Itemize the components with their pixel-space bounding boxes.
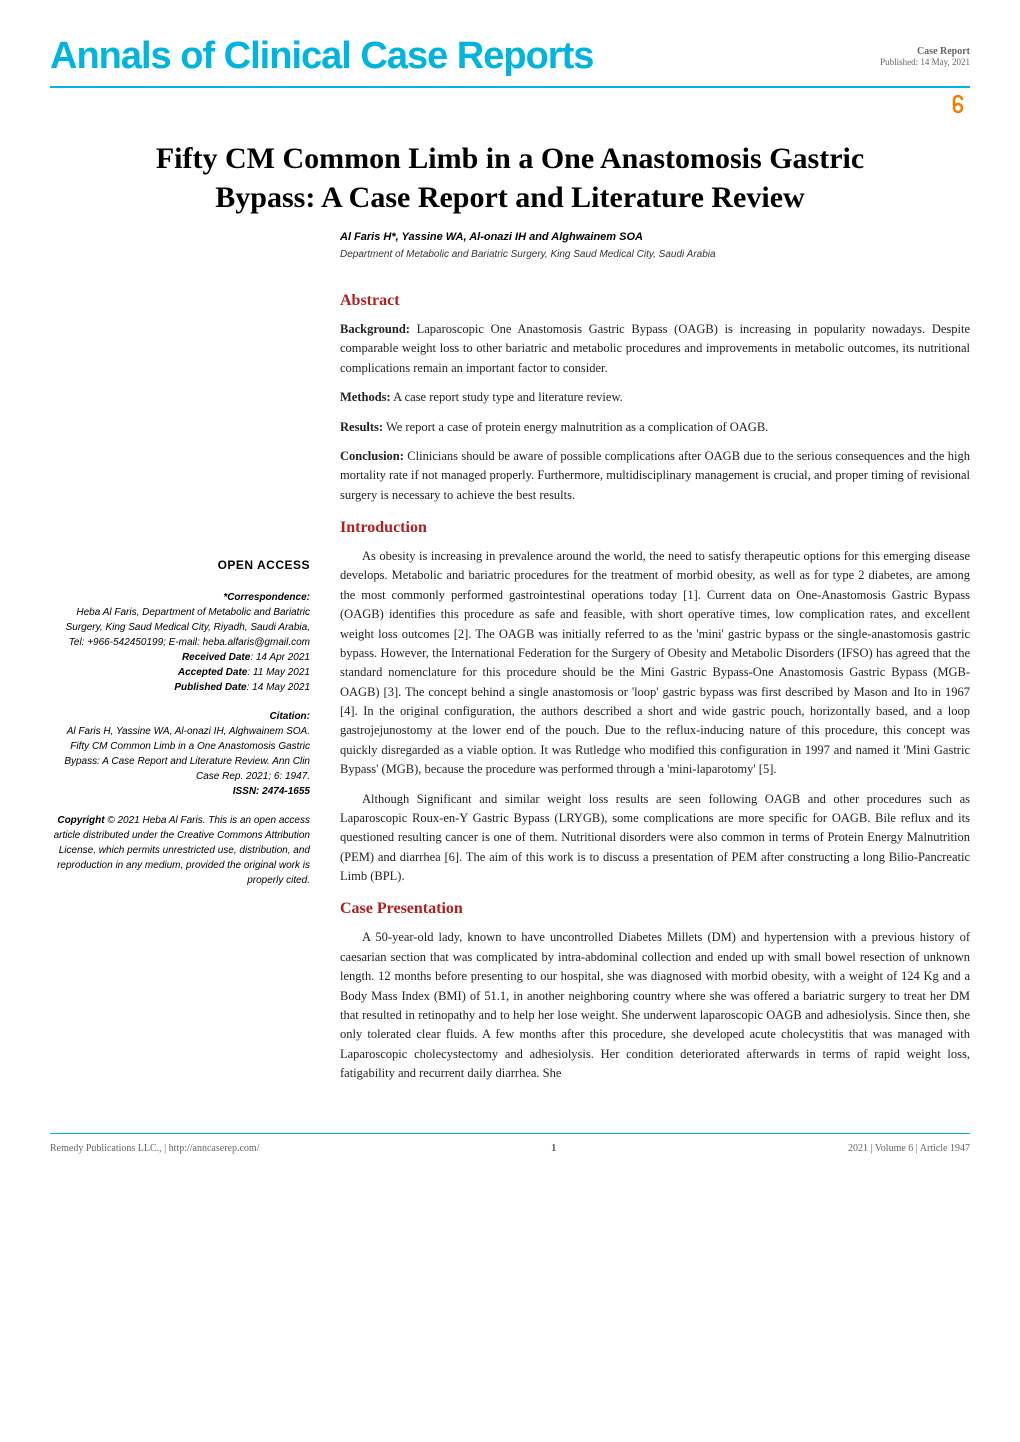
conclusion-label: Conclusion: [340,449,404,463]
results-text: We report a case of protein energy malnu… [383,420,768,434]
citation-block: Citation: Al Faris H, Yassine WA, Al-ona… [50,709,310,799]
correspondence-label: *Correspondence: [223,592,310,603]
citation-label: Citation: [269,711,310,722]
introduction-para-1: As obesity is increasing in prevalence a… [340,547,970,780]
conclusion-text: Clinicians should be aware of possible c… [340,449,970,502]
correspondence-block: *Correspondence: Heba Al Faris, Departme… [50,590,310,695]
title-line-2: Bypass: A Case Report and Literature Rev… [215,181,804,214]
sidebar: OPEN ACCESS *Correspondence: Heba Al Far… [50,278,310,1093]
issn-label: ISSN: 2474-1655 [233,786,310,797]
published-date: Published: 14 May, 2021 [880,57,970,67]
abstract-heading: Abstract [340,292,970,310]
header-bar: Annals of Clinical Case Reports Case Rep… [50,35,970,78]
article-title: Fifty CM Common Limb in a One Anastomosi… [50,139,970,217]
footer-left: Remedy Publications LLC., | http://annca… [50,1143,259,1154]
accepted-date: Accepted Date: 11 May 2021 [178,667,310,678]
abstract-methods: Methods: A case report study type and li… [340,388,970,407]
correspondence-text: Heba Al Faris, Department of Metabolic a… [66,607,310,648]
main-content: Abstract Background: Laparoscopic One An… [340,278,970,1093]
header-meta: Case Report Published: 14 May, 2021 [880,46,970,67]
footer-right: 2021 | Volume 6 | Article 1947 [848,1143,970,1154]
citation-text: Al Faris H, Yassine WA, Al-onazi IH, Alg… [64,726,310,782]
abstract-conclusion: Conclusion: Clinicians should be aware o… [340,447,970,505]
methods-text: A case report study type and literature … [391,390,623,404]
published-date-sidebar: Published Date: 14 May 2021 [174,682,310,693]
abstract-background: Background: Laparoscopic One Anastomosis… [340,320,970,378]
footer-page-number: 1 [551,1142,557,1154]
footer: Remedy Publications LLC., | http://annca… [50,1133,970,1154]
open-access-label: OPEN ACCESS [50,558,310,572]
abstract-results: Results: We report a case of protein ene… [340,418,970,437]
journal-title: Annals of Clinical Case Reports [50,35,593,78]
title-line-1: Fifty CM Common Limb in a One Anastomosi… [156,142,864,175]
case-para-1: A 50-year-old lady, known to have uncont… [340,928,970,1083]
background-text: Laparoscopic One Anastomosis Gastric Byp… [340,322,970,375]
affiliation: Department of Metabolic and Bariatric Su… [340,249,970,260]
divider-line [50,86,970,88]
introduction-heading: Introduction [340,519,970,537]
copyright-block: Copyright © 2021 Heba Al Faris. This is … [50,813,310,888]
results-label: Results: [340,420,383,434]
methods-label: Methods: [340,390,391,404]
copyright-label: Copyright [57,815,104,826]
authors: Al Faris H*, Yassine WA, Al-onazi IH and… [340,231,970,243]
background-label: Background: [340,322,410,336]
case-heading: Case Presentation [340,900,970,918]
received-date: Received Date: 14 Apr 2021 [182,652,310,663]
open-access-icon [50,92,970,121]
case-report-label: Case Report [880,46,970,57]
introduction-para-2: Although Significant and similar weight … [340,790,970,887]
